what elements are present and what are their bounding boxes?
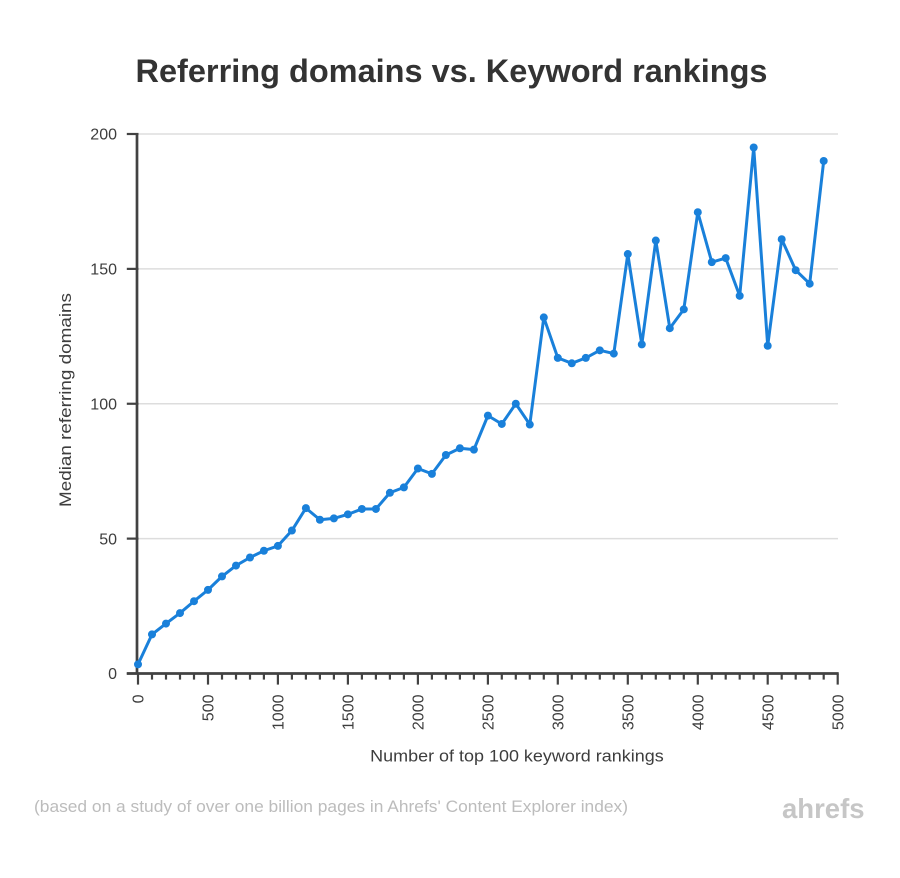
svg-text:0: 0	[108, 666, 117, 683]
svg-text:3500: 3500	[620, 694, 637, 730]
svg-text:4500: 4500	[760, 694, 777, 730]
svg-text:Referring domains vs. Keyword: Referring domains vs. Keyword rankings	[136, 53, 768, 89]
svg-text:5000: 5000	[830, 694, 847, 730]
svg-text:500: 500	[201, 694, 218, 721]
svg-text:3000: 3000	[550, 694, 567, 730]
svg-text:ahrefs: ahrefs	[782, 793, 865, 824]
svg-text:100: 100	[90, 396, 117, 413]
svg-text:2500: 2500	[480, 694, 497, 730]
svg-text:2000: 2000	[410, 694, 427, 730]
svg-text:(based on a study of over one: (based on a study of over one billion pa…	[34, 798, 628, 816]
svg-text:200: 200	[90, 127, 117, 144]
svg-text:1500: 1500	[340, 694, 357, 730]
svg-text:150: 150	[90, 262, 117, 279]
svg-text:Median referring domains: Median referring domains	[56, 293, 75, 507]
svg-text:0: 0	[131, 694, 148, 703]
svg-text:Number of top 100 keyword rank: Number of top 100 keyword rankings	[370, 747, 664, 765]
svg-text:4000: 4000	[690, 694, 707, 730]
svg-text:1000: 1000	[270, 694, 287, 730]
svg-text:50: 50	[99, 531, 117, 548]
